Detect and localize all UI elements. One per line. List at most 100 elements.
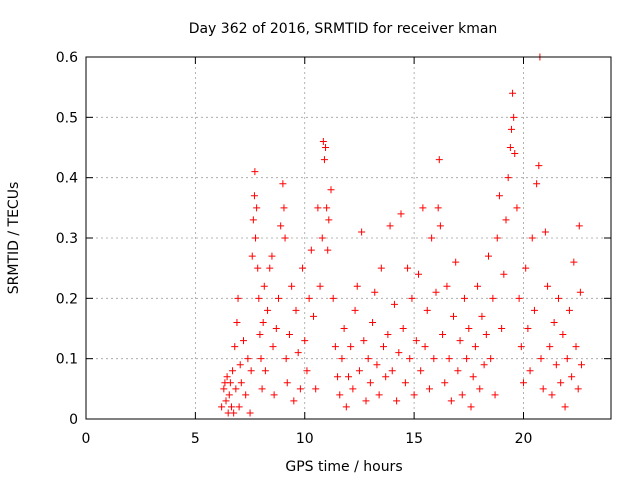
data-point bbox=[568, 373, 576, 381]
data-point bbox=[264, 306, 272, 314]
data-point bbox=[511, 150, 519, 158]
data-point bbox=[242, 391, 250, 399]
data-point bbox=[285, 331, 293, 339]
data-point bbox=[362, 397, 370, 405]
data-point bbox=[281, 234, 289, 242]
data-point bbox=[323, 204, 331, 212]
data-point bbox=[428, 234, 436, 242]
data-point bbox=[399, 325, 407, 332]
data-point bbox=[550, 318, 558, 326]
data-point bbox=[358, 228, 366, 236]
x-tick-label: 0 bbox=[82, 431, 91, 447]
data-point bbox=[247, 367, 255, 375]
data-point bbox=[369, 318, 377, 326]
x-tick-label: 5 bbox=[191, 431, 200, 447]
data-point bbox=[432, 288, 440, 296]
data-point bbox=[261, 367, 269, 375]
y-tick-label: 0.1 bbox=[56, 352, 78, 368]
data-point bbox=[324, 246, 332, 254]
y-axis-label: SRMTID / TECUs bbox=[6, 182, 22, 295]
data-point bbox=[231, 343, 239, 351]
data-point bbox=[401, 379, 409, 387]
data-point bbox=[478, 312, 486, 320]
data-point bbox=[375, 391, 383, 399]
data-point bbox=[336, 391, 344, 399]
data-point bbox=[345, 373, 352, 381]
data-point bbox=[443, 282, 451, 290]
data-point bbox=[557, 379, 565, 387]
data-point bbox=[576, 288, 584, 296]
data-point bbox=[342, 403, 350, 411]
data-point bbox=[513, 204, 521, 212]
data-points bbox=[218, 53, 585, 417]
data-point bbox=[331, 343, 339, 351]
data-point bbox=[491, 391, 499, 399]
chart-title: Day 362 of 2016, SRMTID for receiver kma… bbox=[189, 21, 498, 37]
data-point bbox=[275, 294, 282, 302]
data-point bbox=[225, 391, 233, 399]
data-point bbox=[504, 174, 512, 182]
data-point bbox=[456, 337, 464, 345]
data-point bbox=[329, 294, 337, 302]
y-tick-label: 0.3 bbox=[56, 231, 78, 247]
data-point bbox=[463, 355, 471, 363]
data-point bbox=[471, 343, 479, 351]
data-point bbox=[561, 403, 569, 411]
data-point bbox=[445, 355, 453, 363]
y-tick-label: 0 bbox=[69, 412, 78, 428]
data-point bbox=[435, 156, 443, 164]
x-axis-label: GPS time / hours bbox=[285, 459, 402, 475]
data-point bbox=[510, 113, 518, 121]
data-point bbox=[251, 168, 259, 176]
data-point bbox=[319, 137, 327, 145]
data-point bbox=[340, 325, 348, 332]
x-tick-label: 20 bbox=[515, 431, 533, 447]
x-tick-label: 10 bbox=[296, 431, 314, 447]
data-point bbox=[237, 379, 245, 387]
data-point bbox=[572, 343, 580, 351]
data-point bbox=[314, 204, 322, 212]
data-point bbox=[338, 355, 346, 363]
data-point bbox=[316, 282, 324, 290]
data-point bbox=[268, 252, 276, 260]
data-point bbox=[244, 355, 252, 363]
data-point bbox=[230, 409, 238, 417]
data-point bbox=[520, 379, 527, 387]
data-point bbox=[318, 234, 326, 242]
data-point bbox=[575, 222, 583, 230]
data-point bbox=[322, 144, 330, 151]
data-point bbox=[384, 331, 392, 339]
data-point bbox=[250, 192, 258, 200]
data-point bbox=[258, 385, 266, 393]
data-point bbox=[533, 180, 541, 188]
data-point bbox=[232, 385, 240, 393]
data-point bbox=[406, 355, 414, 363]
data-point bbox=[415, 270, 422, 278]
data-point bbox=[425, 385, 433, 393]
data-point bbox=[240, 337, 247, 345]
data-point bbox=[506, 144, 514, 151]
data-point bbox=[270, 391, 278, 399]
data-point bbox=[380, 343, 387, 351]
y-tick-label: 0.6 bbox=[56, 50, 78, 66]
data-point bbox=[303, 367, 311, 375]
data-point bbox=[469, 373, 477, 381]
data-point bbox=[395, 349, 403, 357]
data-point bbox=[266, 264, 274, 272]
x-tick-label: 15 bbox=[405, 431, 423, 447]
data-point bbox=[249, 216, 257, 224]
data-point bbox=[541, 228, 549, 236]
data-point bbox=[253, 204, 261, 212]
data-point bbox=[577, 361, 585, 369]
data-point bbox=[559, 331, 567, 339]
data-point bbox=[260, 282, 268, 290]
data-point bbox=[524, 325, 532, 332]
data-point bbox=[526, 367, 534, 375]
data-point bbox=[404, 264, 412, 272]
data-point bbox=[546, 343, 554, 351]
data-point bbox=[408, 294, 416, 302]
data-point bbox=[347, 343, 355, 351]
data-point bbox=[436, 222, 444, 230]
data-point bbox=[218, 403, 226, 411]
